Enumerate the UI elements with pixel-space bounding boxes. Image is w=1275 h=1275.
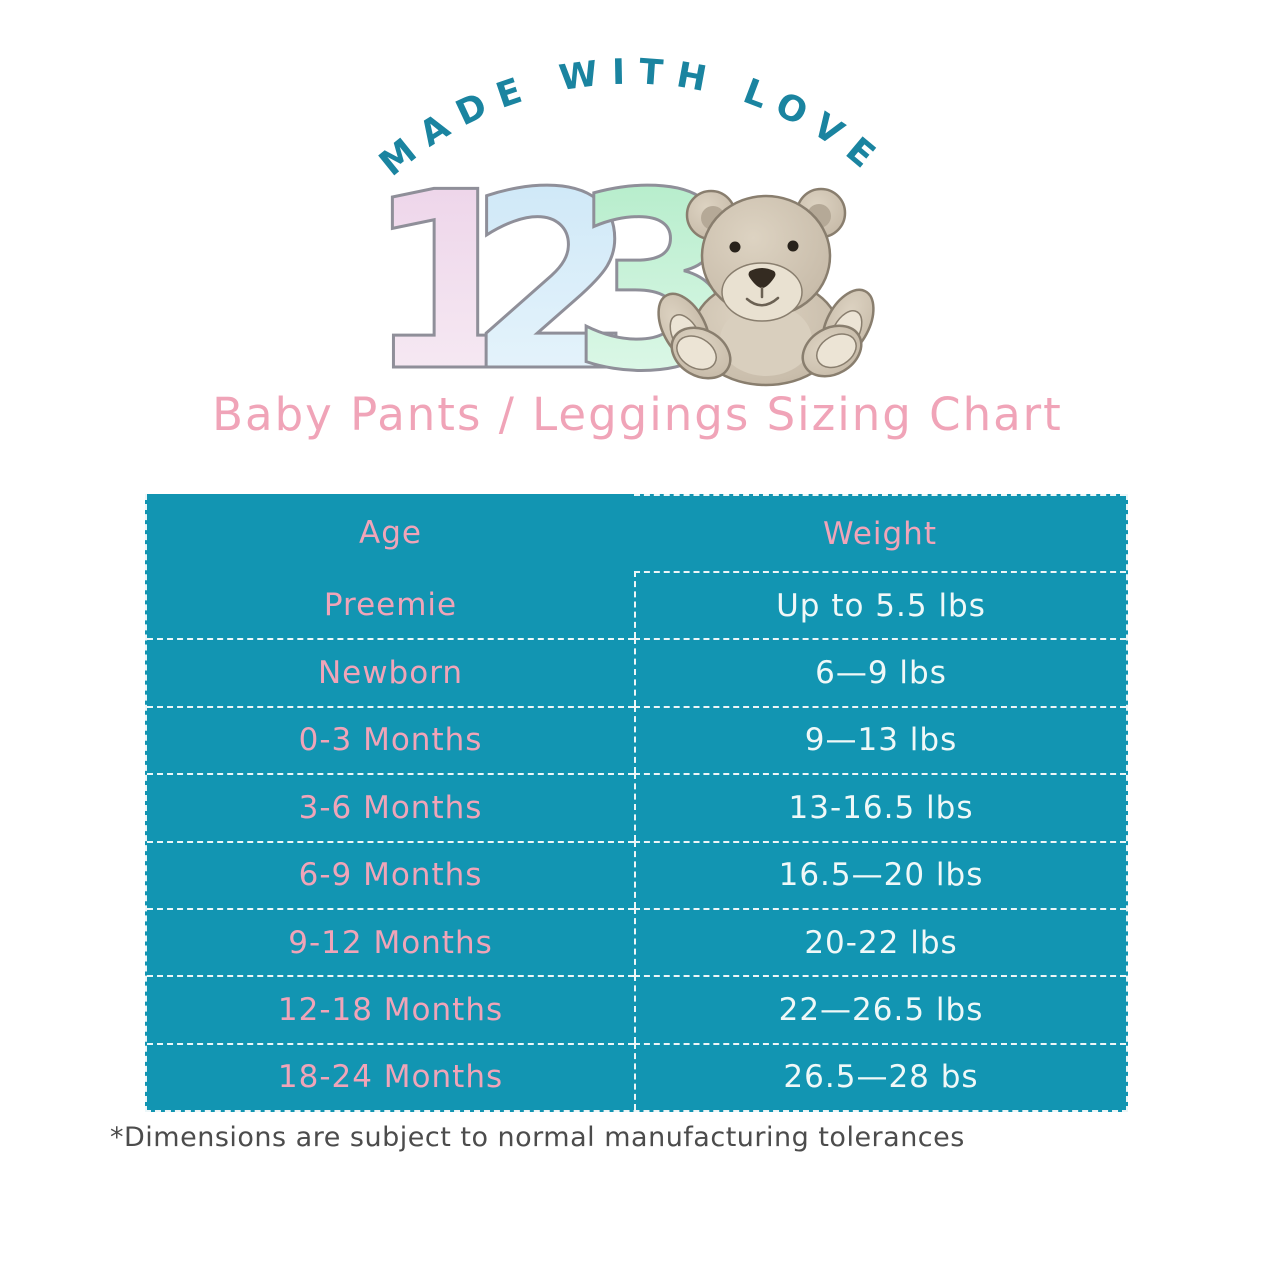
column-header-age: Age — [147, 494, 634, 571]
digit-2: 2 — [467, 140, 637, 425]
age-value: 12-18 Months — [277, 991, 504, 1028]
weight-cell-0-3-months: 9—13 lbs — [634, 705, 1126, 774]
weight-value: 6—9 lbs — [815, 655, 947, 692]
age-cell-newborn: Newborn — [147, 638, 634, 705]
age-value: 9-12 Months — [288, 924, 493, 961]
age-value: 3-6 Months — [298, 789, 483, 826]
age-value: 18-24 Months — [277, 1059, 504, 1096]
weight-cell-18-24-months: 26.5—28 bs — [634, 1042, 1126, 1110]
made-with-love-logo: MADE WITH LOVE 1 2 3 — [363, 52, 879, 426]
age-cell-0-3-months: 0-3 Months — [147, 705, 634, 773]
age-header-label: Age — [359, 514, 422, 551]
weight-cell-9-12-months: 20-22 lbs — [634, 907, 1126, 976]
weight-cell-newborn: 6—9 lbs — [634, 638, 1126, 706]
page-title: Baby Pants / Leggings Sizing Chart — [212, 388, 1063, 441]
weight-cell-3-6-months: 13-16.5 lbs — [634, 773, 1126, 841]
age-value: Preemie — [323, 586, 458, 623]
tolerance-footnote: *Dimensions are subject to normal manufa… — [110, 1122, 965, 1153]
age-value: Newborn — [317, 655, 464, 692]
age-cell-18-24-months: 18-24 Months — [147, 1042, 634, 1110]
teddy-bear-icon — [657, 187, 875, 387]
weight-header-label: Weight — [822, 515, 937, 552]
weight-cell-12-18-months: 22—26.5 lbs — [634, 975, 1126, 1043]
weight-value: 16.5—20 lbs — [778, 857, 984, 894]
weight-value: 26.5—28 bs — [783, 1059, 979, 1096]
age-cell-12-18-months: 12-18 Months — [147, 975, 634, 1042]
sizing-table: Age Weight Preemie Up to 5.5 lbs Newborn… — [145, 494, 1128, 1112]
age-value: 0-3 Months — [298, 722, 483, 759]
column-header-weight: Weight — [634, 494, 1126, 571]
age-cell-3-6-months: 3-6 Months — [147, 773, 634, 840]
weight-cell-preemie: Up to 5.5 lbs — [634, 571, 1126, 639]
weight-value: 20-22 lbs — [804, 924, 958, 961]
weight-value: 22—26.5 lbs — [778, 991, 984, 1028]
weight-value: 13-16.5 lbs — [788, 789, 974, 826]
age-cell-6-9-months: 6-9 Months — [147, 840, 634, 908]
digit-1: 1 — [365, 140, 535, 425]
age-cell-9-12-months: 9-12 Months — [147, 907, 634, 975]
weight-cell-6-9-months: 16.5—20 lbs — [634, 840, 1126, 908]
weight-value: Up to 5.5 lbs — [776, 587, 986, 624]
age-cell-preemie: Preemie — [147, 571, 634, 638]
weight-value: 9—13 lbs — [804, 722, 958, 759]
age-value: 6-9 Months — [298, 857, 483, 894]
